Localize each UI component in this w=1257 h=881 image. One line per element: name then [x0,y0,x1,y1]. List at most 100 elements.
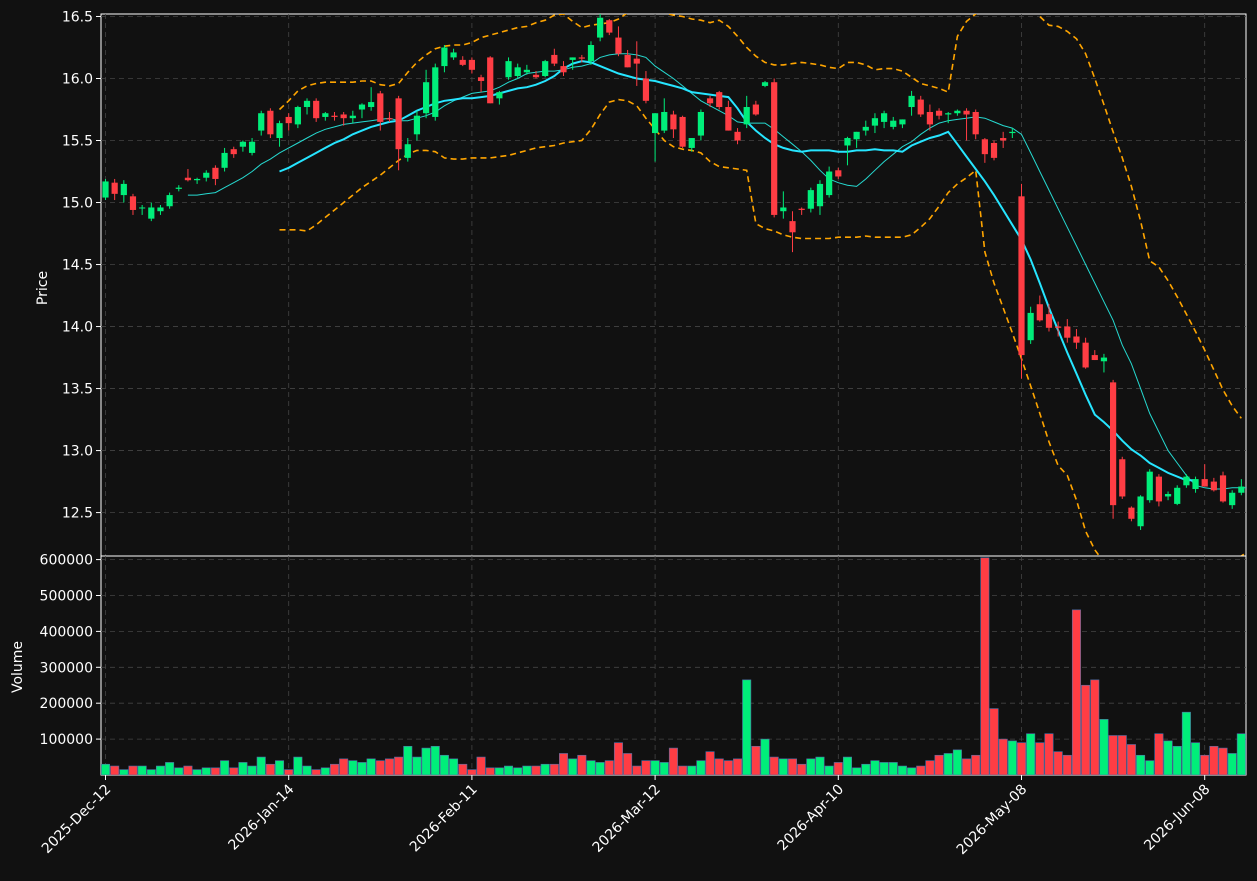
volume-bar [129,766,137,775]
volume-bar [110,766,118,775]
volume-bar [568,759,576,775]
candle-body [1092,355,1098,360]
candle [432,64,438,121]
volume-bar [376,761,384,775]
volume-bar [623,753,631,775]
price-y-tick-label: 13.5 [62,382,93,398]
price-y-tick-label: 14.5 [62,258,93,274]
candle-body [1238,487,1244,493]
candle-body [570,57,576,59]
price-y-tick-label: 15.5 [62,134,93,150]
volume-bar [339,759,347,775]
candle-body [551,55,557,64]
volume-bar [706,752,714,775]
candle-body [1211,482,1217,491]
volume-bar [1045,734,1053,775]
candle-body [817,184,823,206]
candle-body [112,183,118,194]
volume-bar [1201,755,1209,775]
candle-body [1202,479,1208,486]
candle-body [661,112,667,131]
volume-bar [715,759,723,775]
volume-bar [898,766,906,775]
volume-bar [1127,744,1135,775]
volume-bar [523,766,531,775]
volume-bar [843,757,851,775]
volume-bar [871,761,879,775]
candle-body [441,47,447,66]
candle-body [460,60,466,65]
candle-body [322,113,328,117]
volume-bar [733,759,741,775]
volume-bar [1228,753,1236,775]
volume-bar [1054,752,1062,775]
price-y-tick-label: 15.0 [62,196,93,212]
candle-body [1156,477,1162,502]
volume-bar [999,739,1007,775]
candle [597,14,603,41]
candle-body [808,190,814,209]
volume-bar [807,759,815,775]
candle [679,116,685,148]
volume-bar [697,761,705,775]
candle-body [386,118,392,119]
candle-body [1083,343,1089,368]
candle-body [899,119,905,124]
volume-bar [605,761,613,775]
candle-body [102,181,108,197]
volume-bar [587,761,595,775]
candle-body [982,139,988,154]
candle-body [698,112,704,136]
candle-body [432,67,438,117]
candle-body [963,111,969,115]
candle-body [908,96,914,107]
price-y-tick-label: 13.0 [62,444,93,460]
volume-bar [275,761,283,775]
candle-body [707,98,713,103]
volume-bar [614,743,622,775]
volume-bar [1191,743,1199,775]
volume-bar [953,750,961,775]
volume-bar [743,680,751,775]
volume-bar [880,762,888,775]
volume-bar [120,770,128,775]
candle [487,56,493,103]
volume-bar [330,764,338,775]
candle-body [1037,304,1043,320]
candle-body [1220,475,1226,501]
candle-body [331,116,337,117]
volume-bar [147,770,155,775]
candle-body [533,75,539,77]
volume-bar [184,766,192,775]
candle-body [249,142,255,153]
volume-bar [825,766,833,775]
candle-body [1028,313,1034,340]
volume-bar [1173,746,1181,775]
volume-bar [230,768,238,775]
volume-bar [1219,748,1227,775]
candle-body [313,101,319,118]
volume-bar [1109,736,1117,775]
volume-y-tick-label: 400000 [40,624,93,640]
volume-bar [633,766,641,775]
volume-bar [1072,610,1080,775]
candle-body [954,111,960,113]
candle-body [1174,488,1180,504]
candle-body [771,82,777,215]
volume-bar [175,768,183,775]
candle-body [789,221,795,232]
candle-body [1064,327,1070,338]
volume-bar [688,766,696,775]
volume-bar [752,746,760,775]
candle-body [560,66,566,72]
volume-bar [211,768,219,775]
candle-body [1147,472,1153,501]
volume-bar [220,761,228,775]
volume-bar [431,746,439,775]
candle [1018,184,1024,379]
candle-body [844,138,850,145]
volume-bar [559,753,567,775]
candle [991,141,997,161]
candle-body [762,82,768,86]
